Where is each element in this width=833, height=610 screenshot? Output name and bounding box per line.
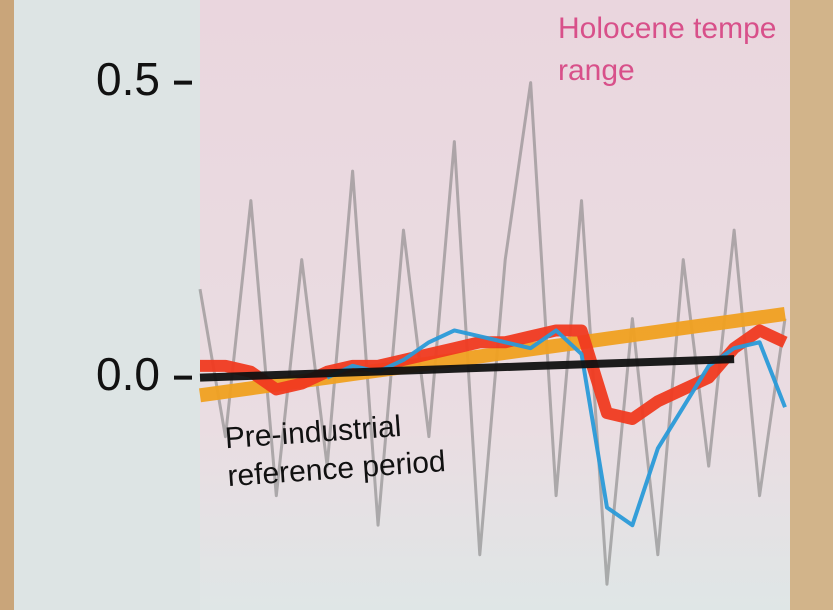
series-line	[199, 355, 735, 382]
holocene-band	[200, 0, 792, 610]
frame-left	[0, 0, 14, 610]
series-line	[326, 328, 787, 528]
holocene-label: range	[558, 54, 635, 87]
y-tick-label: 0.0	[96, 348, 160, 400]
frame-right	[790, 0, 833, 610]
plot: 0.0 0.5	[96, 53, 788, 586]
series-line	[200, 324, 788, 425]
holocene-label: Holocene tempe	[558, 12, 776, 45]
annotations: Holocene tempe range	[558, 12, 776, 87]
y-tick-label: 0.5	[96, 53, 160, 105]
series-line	[198, 81, 787, 586]
